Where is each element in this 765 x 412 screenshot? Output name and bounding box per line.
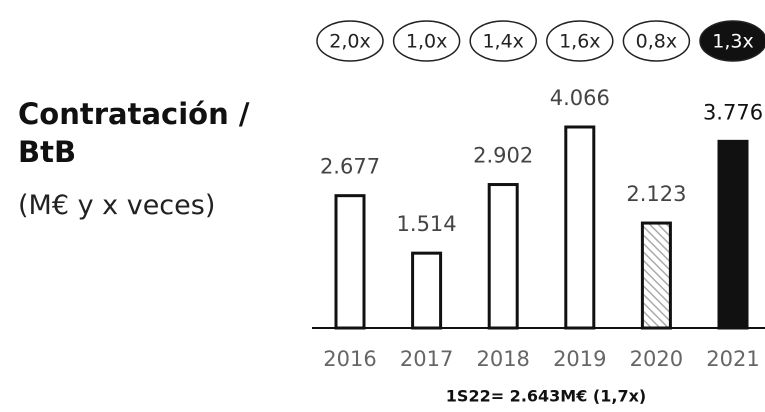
x-tick-label: 2019 xyxy=(553,347,606,371)
x-tick-label: 2017 xyxy=(400,347,453,371)
btb-label: 2,0x xyxy=(329,31,370,53)
btb-label: 1,0x xyxy=(406,31,447,53)
chart-title: Contratación / BtB xyxy=(18,97,250,169)
btb-label: 1,3x xyxy=(712,31,753,53)
chart-subtitle: (M€ y x veces) xyxy=(18,190,216,221)
bar xyxy=(640,221,672,330)
bar xyxy=(564,125,596,330)
btb-badge xyxy=(546,20,614,62)
btb-badge xyxy=(699,20,765,62)
bar xyxy=(334,194,366,330)
footnote: 1S22= 2.643M€ (1,7x) xyxy=(446,387,646,406)
value-label: 2.123 xyxy=(626,182,686,206)
btb-label: 1,6x xyxy=(559,31,600,53)
value-label: 2.677 xyxy=(320,155,380,179)
btb-label: 1,4x xyxy=(482,31,523,53)
btb-badge xyxy=(392,20,461,62)
btb-badge xyxy=(316,20,384,62)
btb-badge xyxy=(469,20,537,62)
value-label: 3.776 xyxy=(703,100,763,124)
value-label: 2.902 xyxy=(473,144,533,168)
btb-badge xyxy=(622,20,691,62)
x-tick-label: 2021 xyxy=(706,347,759,371)
btb-label: 0,8x xyxy=(636,31,677,53)
bar xyxy=(487,183,519,330)
x-tick-label: 2020 xyxy=(630,347,683,371)
value-label: 1.514 xyxy=(397,212,457,236)
bar xyxy=(411,251,443,330)
bar xyxy=(717,139,749,330)
value-label: 4.066 xyxy=(550,86,610,110)
x-tick-label: 2018 xyxy=(476,347,529,371)
x-tick-label: 2016 xyxy=(323,347,376,371)
